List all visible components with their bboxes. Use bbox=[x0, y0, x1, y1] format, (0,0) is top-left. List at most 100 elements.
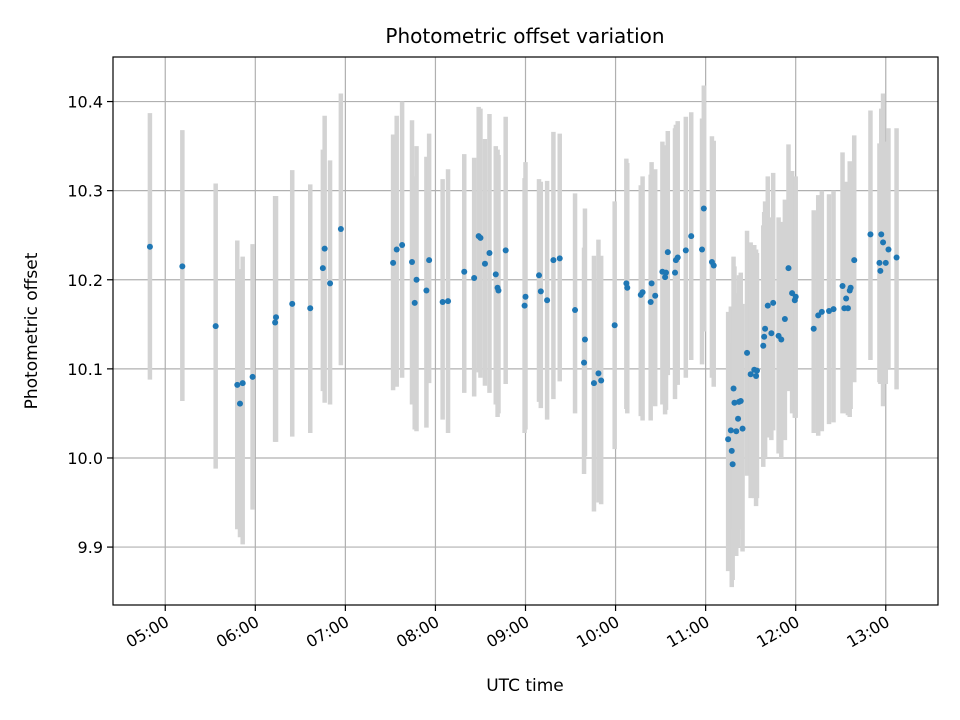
y-tick-label: 10.2 bbox=[67, 271, 103, 290]
data-point bbox=[728, 447, 735, 454]
data-point bbox=[439, 299, 446, 306]
data-point bbox=[481, 260, 488, 267]
data-point bbox=[851, 257, 858, 264]
data-point bbox=[581, 336, 588, 343]
data-point bbox=[319, 265, 326, 272]
data-point bbox=[409, 258, 416, 265]
data-point bbox=[572, 307, 579, 314]
data-point bbox=[236, 400, 243, 407]
data-point bbox=[785, 265, 792, 272]
data-point bbox=[536, 272, 543, 279]
data-point bbox=[729, 461, 736, 468]
data-point bbox=[502, 247, 509, 254]
data-point bbox=[826, 307, 833, 314]
data-point bbox=[461, 268, 468, 275]
data-point bbox=[682, 247, 689, 254]
data-point bbox=[844, 305, 851, 312]
data-point bbox=[239, 380, 246, 387]
data-point bbox=[537, 288, 544, 295]
data-point bbox=[688, 233, 695, 240]
data-point bbox=[699, 246, 706, 253]
data-point bbox=[885, 246, 892, 253]
data-point bbox=[273, 314, 280, 321]
data-point bbox=[590, 380, 597, 387]
data-point bbox=[662, 274, 669, 281]
data-point bbox=[146, 243, 153, 250]
data-point bbox=[648, 280, 655, 287]
data-point bbox=[249, 373, 256, 380]
y-tick-label: 10.4 bbox=[67, 93, 103, 112]
data-point bbox=[521, 302, 528, 309]
data-point bbox=[393, 246, 400, 253]
data-point bbox=[337, 225, 344, 232]
data-point bbox=[445, 298, 452, 305]
data-point bbox=[768, 330, 775, 337]
data-point bbox=[880, 239, 887, 246]
data-point bbox=[426, 257, 433, 264]
data-point bbox=[390, 259, 397, 266]
data-point bbox=[792, 293, 799, 300]
data-point bbox=[234, 381, 241, 388]
data-point bbox=[598, 377, 605, 384]
data-point bbox=[764, 302, 771, 309]
data-point bbox=[876, 259, 883, 266]
data-point bbox=[733, 428, 740, 435]
data-point bbox=[522, 293, 529, 300]
y-tick-label: 9.9 bbox=[78, 538, 103, 557]
data-point bbox=[327, 280, 334, 287]
data-point bbox=[731, 399, 738, 406]
data-point bbox=[595, 370, 602, 377]
data-point bbox=[760, 342, 767, 349]
data-point bbox=[878, 231, 885, 238]
data-point bbox=[664, 249, 671, 256]
y-tick-label: 10.3 bbox=[67, 182, 103, 201]
data-point bbox=[882, 259, 889, 266]
data-point bbox=[556, 255, 563, 262]
data-point bbox=[700, 205, 707, 212]
data-point bbox=[307, 305, 314, 312]
y-axis-label: Photometric offset bbox=[22, 252, 42, 409]
data-point bbox=[647, 299, 654, 306]
x-axis-label: UTC time bbox=[486, 676, 564, 696]
data-point bbox=[411, 299, 418, 306]
data-point bbox=[639, 289, 646, 296]
data-point bbox=[730, 385, 737, 392]
data-point bbox=[710, 262, 717, 269]
data-point bbox=[611, 322, 618, 329]
y-tick-label: 10.0 bbox=[67, 449, 103, 468]
data-point bbox=[781, 315, 788, 322]
data-point bbox=[839, 283, 846, 290]
data-point bbox=[830, 306, 837, 313]
data-point bbox=[893, 254, 900, 261]
data-point bbox=[727, 427, 734, 434]
data-point bbox=[867, 231, 874, 238]
data-point bbox=[623, 280, 630, 287]
data-point bbox=[179, 263, 186, 270]
data-point bbox=[672, 269, 679, 276]
data-point bbox=[272, 319, 279, 326]
data-point bbox=[624, 284, 631, 291]
data-point bbox=[674, 254, 681, 261]
data-point bbox=[413, 276, 420, 283]
data-point bbox=[735, 415, 742, 422]
data-point bbox=[652, 292, 659, 299]
data-point bbox=[810, 325, 817, 332]
data-point bbox=[753, 372, 760, 379]
data-point bbox=[843, 295, 850, 302]
data-point bbox=[747, 371, 754, 378]
data-point bbox=[544, 297, 551, 304]
data-point bbox=[762, 325, 769, 332]
data-point bbox=[761, 333, 768, 340]
data-point bbox=[212, 323, 219, 330]
data-point bbox=[581, 359, 588, 366]
data-point bbox=[663, 269, 670, 276]
data-point bbox=[770, 299, 777, 306]
data-point bbox=[753, 367, 760, 374]
data-point bbox=[847, 284, 854, 291]
data-point bbox=[492, 271, 499, 278]
data-point bbox=[818, 308, 825, 315]
data-point bbox=[321, 245, 328, 252]
y-tick-label: 10.1 bbox=[67, 360, 103, 379]
data-point bbox=[399, 242, 406, 249]
